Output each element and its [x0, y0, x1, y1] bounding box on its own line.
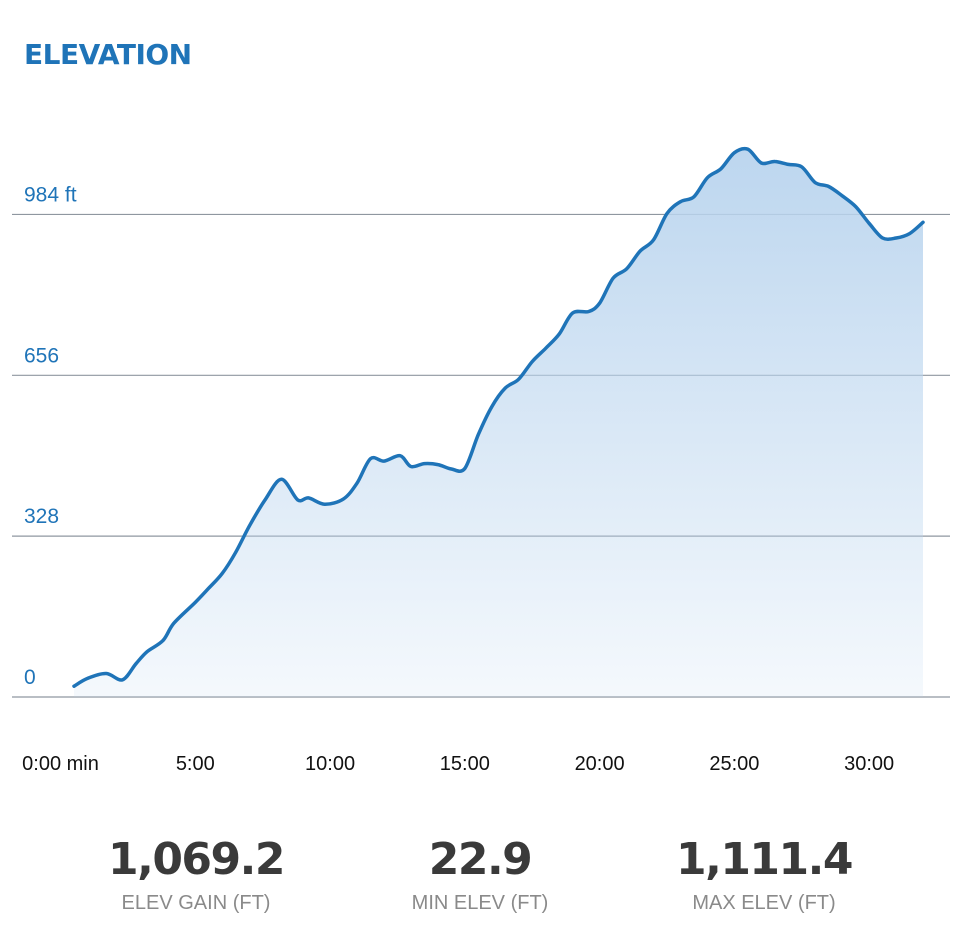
data-point-43	[679, 200, 682, 204]
data-point-3	[121, 678, 124, 682]
data-point-17	[323, 502, 327, 506]
data-point-30	[503, 386, 507, 390]
data-point-21	[382, 459, 386, 463]
data-point-55	[840, 194, 844, 198]
data-point-16	[307, 496, 310, 500]
stat-min-elev: 22.9 MIN ELEV (FT)	[330, 832, 630, 916]
stat-min-elev-value: 22.9	[428, 834, 533, 885]
data-point-8	[193, 601, 197, 604]
data-point-33	[544, 346, 548, 350]
x-tick-label-3: 15:00	[440, 753, 490, 775]
chart-title: ELEVATION	[24, 38, 192, 71]
data-points	[72, 147, 925, 688]
data-point-26	[450, 467, 453, 471]
data-point-56	[854, 205, 858, 209]
data-point-15	[296, 498, 300, 502]
y-axis-ticks: 0 328 656 984 ft	[24, 183, 77, 689]
data-point-39	[625, 267, 628, 271]
data-point-22	[398, 454, 402, 458]
data-point-0	[72, 684, 76, 688]
stat-elev-gain-value: 1,069.2	[107, 834, 286, 885]
y-tick-label-3: 984 ft	[24, 183, 77, 206]
data-point-45	[706, 176, 709, 180]
data-point-47	[733, 151, 736, 155]
data-point-1	[86, 677, 89, 680]
data-point-12	[247, 524, 251, 528]
data-point-5	[145, 650, 149, 654]
data-point-44	[692, 195, 696, 199]
data-point-18	[342, 497, 345, 501]
data-point-57	[867, 221, 871, 225]
data-point-25	[436, 463, 440, 466]
data-point-9	[207, 586, 211, 590]
data-point-2	[104, 672, 108, 675]
data-point-32	[530, 360, 534, 363]
data-point-54	[827, 185, 831, 188]
stat-max-elev-value: 1,111.4	[675, 834, 854, 885]
data-point-42	[665, 212, 669, 215]
data-point-23	[409, 465, 413, 468]
data-point-36	[587, 310, 591, 313]
data-point-24	[423, 462, 426, 465]
data-point-48	[746, 147, 750, 151]
y-tick-label-0: 0	[24, 666, 36, 689]
x-tick-label-0: 0:00 min	[22, 753, 99, 775]
data-point-7	[172, 622, 176, 625]
data-point-52	[800, 165, 804, 169]
data-point-14	[280, 477, 283, 481]
stat-elev-gain-label: ELEV GAIN (FT)	[121, 892, 271, 914]
x-tick-label-5: 25:00	[709, 753, 759, 775]
data-point-34	[557, 332, 561, 336]
stat-min-elev-label: MIN ELEV (FT)	[411, 892, 549, 914]
data-point-59	[894, 236, 898, 240]
data-point-50	[773, 160, 777, 163]
data-point-37	[598, 301, 601, 305]
data-point-27	[463, 467, 467, 470]
data-point-41	[652, 238, 655, 242]
data-point-38	[611, 276, 615, 280]
elevation-area	[74, 148, 923, 698]
stat-max-elev-label: MAX ELEV (FT)	[692, 892, 836, 914]
data-point-51	[786, 163, 790, 166]
stat-elev-gain: 1,069.2 ELEV GAIN (FT)	[46, 832, 346, 916]
data-point-20	[369, 457, 372, 461]
data-point-46	[719, 167, 723, 171]
data-point-61	[921, 220, 925, 224]
data-point-40	[638, 249, 642, 253]
data-point-19	[355, 481, 359, 485]
x-tick-label-6: 30:00	[844, 753, 894, 775]
data-point-35	[571, 311, 574, 315]
stat-max-elev: 1,111.4 MAX ELEV (FT)	[614, 832, 914, 916]
data-point-31	[517, 377, 521, 381]
x-tick-label-2: 10:00	[305, 753, 355, 775]
data-point-29	[490, 405, 494, 409]
data-point-6	[161, 639, 165, 642]
data-point-13	[264, 498, 267, 501]
data-point-10	[220, 572, 224, 575]
data-point-49	[759, 161, 763, 165]
x-axis-ticks: 0:00 min 5:00 10:00 15:00 20:00 25:00 30:00	[22, 753, 894, 775]
data-point-11	[234, 550, 238, 554]
x-tick-label-4: 20:00	[575, 753, 625, 775]
data-point-60	[908, 232, 911, 236]
y-tick-label-2: 656	[24, 344, 59, 367]
data-point-28	[476, 433, 480, 436]
x-tick-label-1: 5:00	[176, 753, 215, 775]
data-point-53	[813, 181, 817, 185]
y-tick-label-1: 328	[24, 505, 59, 528]
data-point-58	[881, 236, 884, 240]
elevation-chart: 0 328 656 984 ft 0:00 min 5:00 10:00 15:00 20:0…	[12, 146, 950, 775]
data-point-4	[134, 662, 138, 666]
